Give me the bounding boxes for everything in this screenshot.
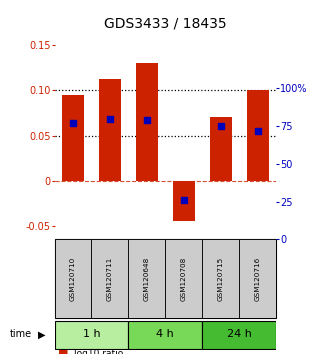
Text: log10 ratio: log10 ratio bbox=[74, 349, 123, 354]
Point bbox=[255, 128, 260, 133]
Text: 1 h: 1 h bbox=[83, 329, 100, 339]
Text: GSM120648: GSM120648 bbox=[144, 257, 150, 301]
FancyBboxPatch shape bbox=[55, 321, 128, 349]
Bar bbox=[62, 95, 84, 181]
Text: 4 h: 4 h bbox=[156, 329, 174, 339]
Text: GSM120716: GSM120716 bbox=[255, 257, 261, 301]
Text: GSM120708: GSM120708 bbox=[181, 257, 187, 301]
Point bbox=[107, 116, 112, 121]
FancyBboxPatch shape bbox=[55, 239, 91, 318]
FancyBboxPatch shape bbox=[91, 239, 128, 318]
Point bbox=[71, 120, 76, 126]
Bar bbox=[173, 181, 195, 221]
Bar bbox=[210, 117, 232, 181]
FancyBboxPatch shape bbox=[128, 321, 202, 349]
FancyBboxPatch shape bbox=[128, 239, 165, 318]
Point bbox=[218, 123, 223, 129]
Bar bbox=[99, 79, 121, 181]
Text: ■: ■ bbox=[58, 349, 68, 354]
Text: ▶: ▶ bbox=[38, 330, 46, 339]
Text: time: time bbox=[10, 330, 32, 339]
Text: GSM120711: GSM120711 bbox=[107, 257, 113, 301]
FancyBboxPatch shape bbox=[239, 239, 276, 318]
FancyBboxPatch shape bbox=[165, 239, 202, 318]
Text: GSM120710: GSM120710 bbox=[70, 257, 76, 301]
Bar bbox=[247, 91, 269, 181]
Point bbox=[181, 197, 186, 203]
Text: GSM120715: GSM120715 bbox=[218, 257, 224, 301]
FancyBboxPatch shape bbox=[202, 321, 276, 349]
Point bbox=[144, 117, 150, 123]
FancyBboxPatch shape bbox=[202, 239, 239, 318]
Title: GDS3433 / 18435: GDS3433 / 18435 bbox=[104, 17, 227, 31]
Text: 24 h: 24 h bbox=[227, 329, 252, 339]
Bar bbox=[136, 63, 158, 181]
FancyBboxPatch shape bbox=[55, 239, 276, 318]
